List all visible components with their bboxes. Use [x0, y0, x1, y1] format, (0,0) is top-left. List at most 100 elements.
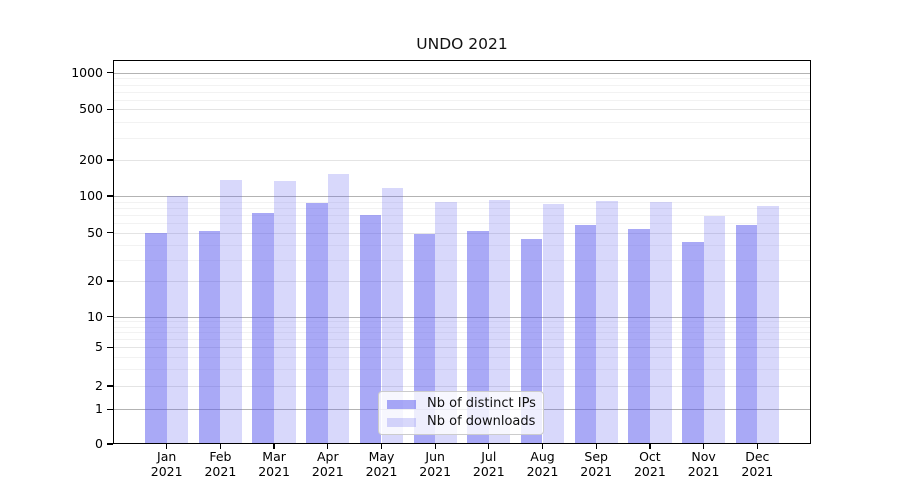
- bar-ips-nov: [681, 241, 704, 444]
- bar-downloads-may: [381, 188, 404, 444]
- y-tick-label-500: 500: [79, 101, 103, 117]
- minor-gridline: [113, 339, 811, 341]
- x-tick-label-dec: Dec 2021: [741, 449, 774, 479]
- x-tick-mark: [649, 444, 651, 449]
- y-tick-mark: [107, 280, 113, 282]
- gridline-500: [113, 109, 811, 111]
- x-tick-label-oct: Oct 2021: [633, 449, 666, 479]
- y-tick-label-1000: 1000: [71, 64, 103, 80]
- x-tick-label-sep: Sep 2021: [580, 449, 613, 479]
- plot-area: Nb of distinct IPs Nb of downloads: [113, 60, 811, 444]
- gridline-50: [113, 232, 811, 234]
- minor-gridline: [113, 326, 811, 328]
- minor-gridline: [113, 201, 811, 203]
- x-tick-mark: [380, 444, 383, 449]
- x-tick-mark: [595, 444, 597, 449]
- minor-gridline: [113, 244, 811, 246]
- x-tick-label-jun: Jun 2021: [419, 449, 452, 479]
- minor-gridline: [113, 121, 811, 123]
- y-tick-mark: [107, 108, 113, 110]
- bar-downloads-apr: [327, 174, 350, 444]
- minor-gridline: [113, 321, 811, 323]
- x-tick-label-jul: Jul 2021: [472, 449, 505, 479]
- x-tick-label-may: May 2021: [365, 449, 398, 479]
- gridline-20: [113, 281, 811, 282]
- y-tick-mark: [107, 346, 113, 348]
- bar-ips-jul: [467, 230, 489, 444]
- gridline-100: [113, 196, 811, 197]
- y-tick-mark: [107, 232, 113, 234]
- bar-downloads-dec: [757, 205, 779, 444]
- bar-downloads-jun: [435, 201, 457, 444]
- bar-downloads-feb: [220, 180, 243, 444]
- minor-gridline: [113, 84, 811, 86]
- chart-title: UNDO 2021: [416, 35, 508, 53]
- x-tick-label-mar: Mar 2021: [258, 449, 290, 479]
- legend-item-distinct-ips: Nb of distinct IPs: [387, 397, 543, 411]
- x-tick-label-aug: Aug 2021: [526, 449, 559, 479]
- bar-downloads-sep: [596, 201, 618, 444]
- x-tick-mark: [434, 444, 436, 449]
- bar-ips-mar: [252, 212, 275, 444]
- y-tick-label-10: 10: [87, 308, 103, 324]
- y-tick-label-20: 20: [87, 273, 103, 288]
- y-tick-mark: [107, 408, 113, 410]
- y-tick-label-1: 1: [95, 401, 103, 417]
- legend-swatch-downloads: [387, 417, 416, 427]
- y-tick-mark: [107, 195, 113, 197]
- x-tick-mark: [488, 444, 490, 449]
- bar-ips-oct: [628, 228, 650, 444]
- bar-ips-may: [359, 214, 382, 444]
- y-tick-label-0: 0: [95, 436, 103, 451]
- x-tick-mark: [702, 444, 705, 449]
- y-tick-mark: [107, 159, 113, 161]
- legend-label-distinct-ips: Nb of distinct IPs: [427, 396, 536, 411]
- bar-downloads-aug: [542, 204, 565, 444]
- bar-downloads-jul: [488, 199, 511, 444]
- bar-ips-sep: [574, 224, 597, 444]
- y-tick-mark: [107, 385, 113, 387]
- x-tick-mark: [327, 444, 329, 449]
- minor-gridline: [113, 137, 811, 139]
- legend-item-downloads: Nb of downloads: [387, 415, 543, 429]
- legend-swatch-distinct-ips: [387, 399, 416, 409]
- gridline-200: [113, 160, 811, 161]
- y-tick-mark: [107, 72, 113, 74]
- x-tick-mark: [273, 444, 275, 449]
- y-tick-label-100: 100: [79, 188, 103, 203]
- minor-gridline: [113, 356, 811, 358]
- minor-gridline: [113, 214, 811, 216]
- y-tick-label-2: 2: [95, 378, 103, 393]
- bar-downloads-nov: [703, 216, 726, 444]
- bar-downloads-mar: [274, 181, 296, 444]
- minor-gridline: [113, 332, 811, 334]
- minor-gridline: [113, 259, 811, 261]
- minor-gridline: [113, 368, 811, 370]
- y-tick-label-200: 200: [79, 152, 103, 167]
- minor-gridline: [113, 78, 811, 80]
- minor-gridline: [113, 223, 811, 224]
- x-tick-label-nov: Nov 2021: [687, 449, 720, 479]
- minor-gridline: [113, 207, 811, 209]
- y-tick-mark: [107, 443, 113, 445]
- gridline-1000: [113, 72, 811, 74]
- bar-ips-feb: [198, 230, 221, 444]
- x-tick-label-apr: Apr 2021: [311, 449, 344, 479]
- bar-ips-dec: [735, 224, 758, 444]
- bar-ips-apr: [306, 202, 328, 444]
- x-tick-mark: [756, 444, 758, 449]
- y-tick-label-50: 50: [87, 224, 103, 240]
- bar-downloads-jan: [166, 196, 189, 444]
- minor-gridline: [113, 91, 811, 93]
- x-tick-mark: [219, 444, 222, 449]
- minor-gridline: [113, 99, 811, 101]
- x-tick-label-jan: Jan 2021: [150, 449, 183, 479]
- bar-ips-jan: [145, 232, 167, 444]
- x-tick-label-feb: Feb 2021: [204, 449, 237, 479]
- bar-downloads-oct: [649, 201, 672, 444]
- x-tick-mark: [541, 444, 544, 449]
- gridline-10: [113, 316, 811, 318]
- x-tick-mark: [166, 444, 168, 449]
- legend: Nb of distinct IPs Nb of downloads: [378, 391, 544, 435]
